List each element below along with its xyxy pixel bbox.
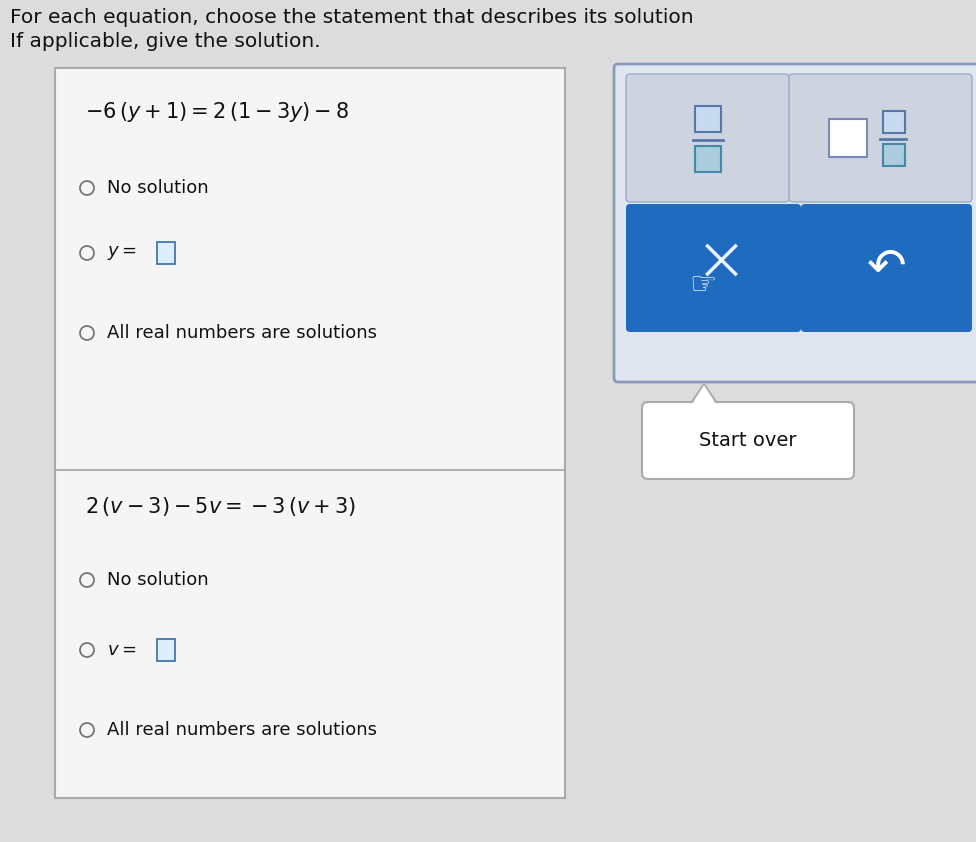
Text: No solution: No solution [107, 179, 209, 197]
Text: ☞: ☞ [690, 271, 717, 301]
FancyBboxPatch shape [642, 402, 854, 479]
Text: All real numbers are solutions: All real numbers are solutions [107, 721, 377, 739]
Text: For each equation, choose the statement that describes its solution: For each equation, choose the statement … [10, 8, 694, 27]
FancyBboxPatch shape [695, 106, 720, 132]
FancyBboxPatch shape [157, 639, 175, 661]
Text: $y = $: $y = $ [107, 244, 137, 262]
Text: $2\,(v - 3) - 5v = -3\,(v + 3)$: $2\,(v - 3) - 5v = -3\,(v + 3)$ [85, 495, 356, 518]
Text: ↶: ↶ [867, 246, 907, 290]
FancyBboxPatch shape [801, 204, 972, 332]
Polygon shape [688, 384, 720, 408]
FancyBboxPatch shape [882, 111, 905, 133]
FancyBboxPatch shape [614, 64, 976, 382]
Text: If applicable, give the solution.: If applicable, give the solution. [10, 32, 321, 51]
FancyBboxPatch shape [829, 119, 867, 157]
Polygon shape [692, 388, 716, 407]
FancyBboxPatch shape [55, 68, 565, 798]
Text: No solution: No solution [107, 571, 209, 589]
Text: $v = $: $v = $ [107, 641, 137, 659]
Text: All real numbers are solutions: All real numbers are solutions [107, 324, 377, 342]
Text: Start over: Start over [699, 431, 796, 450]
FancyBboxPatch shape [789, 74, 972, 202]
FancyBboxPatch shape [882, 144, 905, 166]
FancyBboxPatch shape [157, 242, 175, 264]
FancyBboxPatch shape [695, 146, 720, 172]
FancyBboxPatch shape [626, 74, 789, 202]
Text: $-6\,(y + 1) = 2\,(1 - 3y) - 8$: $-6\,(y + 1) = 2\,(1 - 3y) - 8$ [85, 100, 349, 124]
FancyBboxPatch shape [626, 204, 801, 332]
